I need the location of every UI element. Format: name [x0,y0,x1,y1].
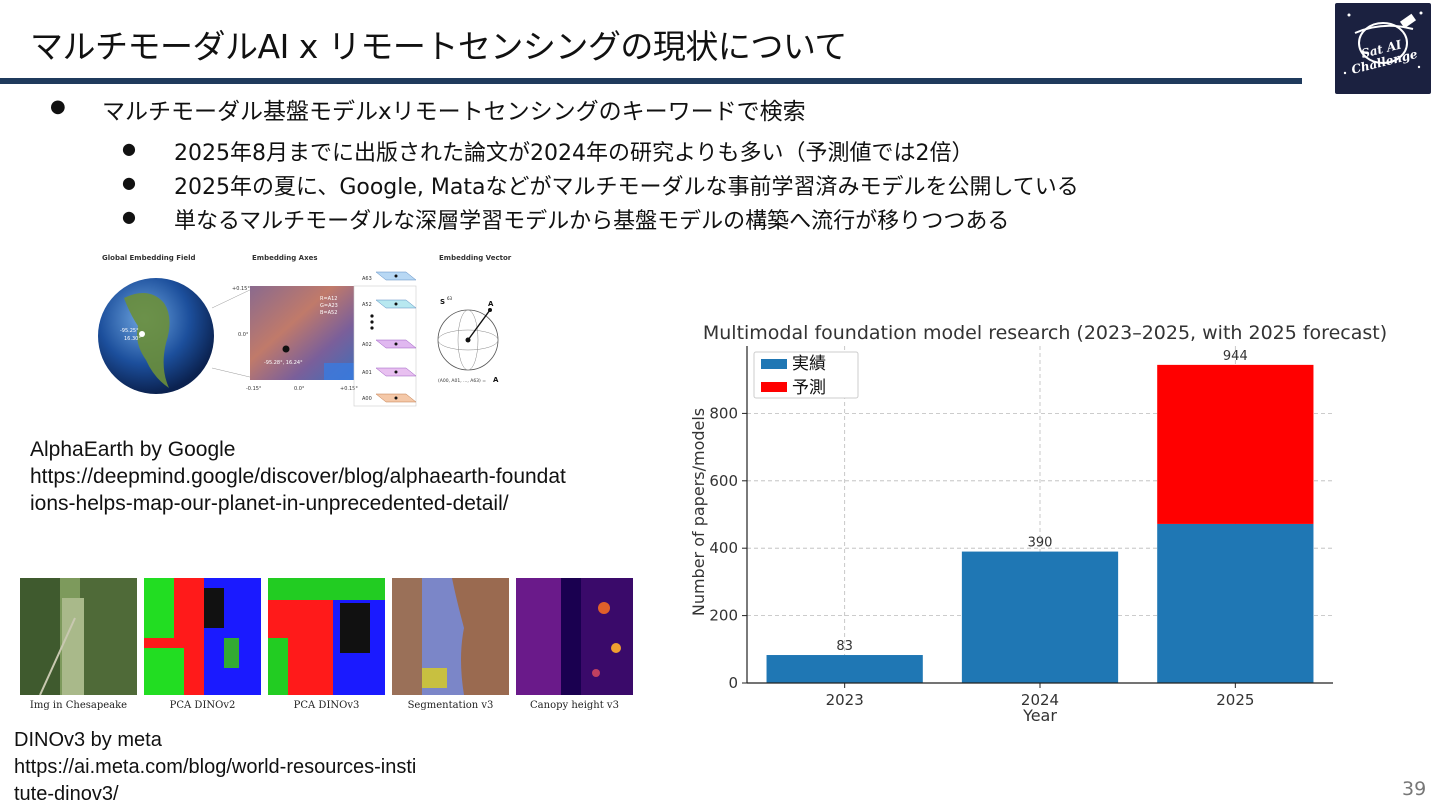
y-tick-label: 400 [709,539,738,557]
legend-label-actual: 実績 [792,354,826,374]
svg-text:63: 63 [447,296,453,301]
bar-value-label: 390 [1028,536,1053,551]
x-tick-label: 2024 [1021,691,1059,709]
panel-title-axes: Embedding Axes [252,254,318,262]
main-bullet-text: マルチモーダル基盤モデルxリモートセンシングのキーワードで検索 [102,99,806,125]
dino-tile-label: Img in Chesapeake [29,700,128,711]
svg-text:+0.15°: +0.15° [340,386,358,392]
page-number: 39 [1402,778,1427,800]
research-bar-chart: Multimodal foundation model research (20… [689,322,1387,725]
svg-text:A02: A02 [362,342,372,348]
bullet-dot-icon: ● [122,207,136,226]
bar-actual [1157,523,1314,683]
alphaearth-caption-url-2: ions-helps-map-our-planet-in-unprecedent… [30,492,509,515]
y-tick-label: 800 [709,404,738,422]
bar-forecast [1157,364,1314,524]
alphaearth-figure: Global Embedding Field Embedding Axes Em… [94,248,514,424]
bullet-dot-icon: ● [50,96,66,117]
svg-text:A52: A52 [362,302,372,308]
embedding-layers [370,271,417,403]
chart-title: Multimodal foundation model research (20… [703,322,1387,344]
title-underline [0,78,1302,84]
alphaearth-graphic: -95.25° 16.30° -95.28°, 16.24° R=A12 G=A… [98,271,499,407]
legend-swatch-actual [761,359,787,369]
dino-tile-pca-v2 [144,578,261,695]
alphaearth-caption: AlphaEarth by Google https://deepmind.go… [30,436,566,517]
alphaearth-caption-url-1: https://deepmind.google/discover/blog/al… [30,465,566,488]
dino-tile-label: PCA DINOv3 [293,700,360,711]
x-tick-label: 2023 [826,691,864,709]
svg-text:0.0°: 0.0° [294,386,305,392]
sat-ai-challenge-logo: Sat AI Challenge [1335,3,1431,94]
svg-text:G=A23: G=A23 [320,303,338,309]
svg-text:-95.25°: -95.25° [120,328,139,334]
svg-text:(A00, A01, ..., A63) =: (A00, A01, ..., A63) = [438,378,486,384]
svg-text:R=A12: R=A12 [320,296,337,302]
dino-tile-canopy-height [516,578,633,695]
svg-text:A: A [493,376,499,384]
chart-y-ticks: 0 200 400 600 800 [709,404,747,692]
dino-tile-label: Segmentation v3 [407,700,494,711]
bar-actual [961,551,1119,683]
dino-tile-segmentation [392,578,509,695]
y-tick-label: 0 [728,674,738,692]
bullet-dot-icon: ● [122,173,136,192]
legend-swatch-forecast [761,382,787,392]
panel-title-vector: Embedding Vector [439,254,512,262]
logo-graphic [1343,11,1423,75]
svg-text:B=A52: B=A52 [320,310,337,316]
dino-tile-pca-v3 [268,578,385,695]
y-axis-label: Number of papers/models [689,408,708,616]
bar-actual [766,655,923,683]
svg-text:A01: A01 [362,370,372,376]
dinov3-caption: DINOv3 by meta https://ai.meta.com/blog/… [14,727,416,808]
dinov3-caption-url-2: tute-dinov3/ [14,783,119,805]
legend-label-forecast: 予測 [792,378,826,398]
dinov3-figure: Img in Chesapeake PCA DINOv2 PCA DINOv3 … [18,578,638,718]
svg-text:0.0°: 0.0° [238,332,249,338]
svg-text:A00: A00 [362,396,372,402]
dino-tile-label: Canopy height v3 [530,700,619,711]
dino-tile-original [20,578,137,695]
svg-text:+0.15°: +0.15° [232,286,250,292]
x-tick-label: 2025 [1216,691,1254,709]
dino-tile-label: PCA DINOv2 [169,700,236,711]
dinov3-caption-title: DINOv3 by meta [14,729,162,751]
y-tick-label: 200 [709,607,738,625]
bar-value-label: 83 [836,639,853,654]
chart-legend: 実績 予測 [753,351,859,399]
sub-bullet-text: 2025年8月までに出版された論文が2024年の研究よりも多い（予測値では2倍） [174,141,974,166]
svg-text:S: S [440,298,445,306]
bullet-dot-icon: ● [122,139,136,158]
bar-value-label: 944 [1223,349,1248,364]
chart-bars: 83 390 944 [766,349,1314,683]
svg-text:-95.28°, 16.24°: -95.28°, 16.24° [264,360,303,366]
svg-text:A: A [488,300,494,308]
svg-text:-0.15°: -0.15° [246,386,262,392]
dinov3-caption-url-1: https://ai.meta.com/blog/world-resources… [14,756,417,778]
svg-text:16.30°: 16.30° [124,336,141,342]
y-tick-label: 600 [709,472,738,490]
alphaearth-caption-title: AlphaEarth by Google [30,438,236,461]
slide-title: マルチモーダルAI x リモートセンシングの現状について [30,27,847,66]
sub-bullet-text: 2025年の夏に、Google, Mataなどがマルチモーダルな事前学習済みモデ… [174,175,1079,200]
chart-x-ticks: 2023 2024 2025 [826,683,1254,709]
sub-bullet-text: 単なるマルチモーダルな深層学習モデルから基盤モデルの構築へ流行が移りつつある [174,209,1010,234]
panel-title-global: Global Embedding Field [102,254,196,262]
x-axis-label: Year [1022,706,1057,725]
svg-text:A63: A63 [362,276,372,282]
